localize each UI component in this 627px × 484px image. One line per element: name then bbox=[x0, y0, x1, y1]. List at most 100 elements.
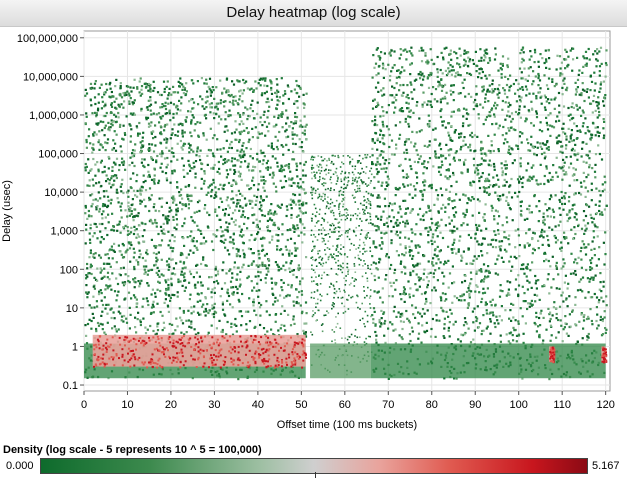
heatmap-cell bbox=[260, 204, 263, 207]
heatmap-cell bbox=[404, 117, 407, 121]
heatmap-cell bbox=[298, 199, 301, 202]
heatmap-cell bbox=[518, 95, 521, 98]
heatmap-cell bbox=[270, 146, 273, 149]
heatmap-cell bbox=[340, 244, 342, 246]
heatmap-cell bbox=[155, 252, 158, 256]
heatmap-cell bbox=[382, 156, 385, 159]
heatmap-cell bbox=[339, 226, 341, 229]
heatmap-cell bbox=[603, 310, 606, 313]
heatmap-cell bbox=[294, 142, 297, 146]
heatmap-cell bbox=[569, 216, 572, 219]
heatmap-cell bbox=[472, 101, 475, 104]
heatmap-cell bbox=[198, 209, 201, 213]
heatmap-cell bbox=[264, 264, 267, 267]
heatmap-cell bbox=[567, 114, 570, 117]
heatmap-cell bbox=[486, 90, 489, 93]
heatmap-cell bbox=[371, 140, 375, 143]
heatmap-cell bbox=[521, 88, 525, 91]
heatmap-cell bbox=[167, 284, 170, 287]
heatmap-cell bbox=[95, 112, 98, 115]
heatmap-cell bbox=[418, 285, 421, 288]
heatmap-cell bbox=[597, 101, 600, 104]
heatmap-cell bbox=[219, 226, 222, 229]
heatmap-cell bbox=[87, 158, 90, 161]
heatmap-cell bbox=[476, 228, 479, 231]
heatmap-cell bbox=[90, 327, 93, 330]
heatmap-cell bbox=[124, 251, 127, 254]
heatmap-cell bbox=[110, 102, 113, 105]
heatmap-cell bbox=[140, 88, 143, 91]
heatmap-cell bbox=[426, 77, 429, 80]
heatmap-cell bbox=[314, 236, 317, 238]
heatmap-cell bbox=[122, 226, 125, 229]
heatmap-cell bbox=[238, 209, 241, 212]
heatmap-cell bbox=[265, 273, 268, 276]
heatmap-cell bbox=[303, 332, 306, 335]
heatmap-cell bbox=[203, 114, 206, 117]
heatmap-cell bbox=[219, 99, 222, 102]
heatmap-cell bbox=[399, 163, 402, 166]
heatmap-cell bbox=[124, 209, 127, 212]
heatmap-cell bbox=[141, 235, 144, 238]
heatmap-cell bbox=[125, 115, 128, 118]
heatmap-cell bbox=[245, 80, 248, 83]
heatmap-cell bbox=[89, 251, 92, 255]
heatmap-cell bbox=[139, 202, 142, 205]
heatmap-cell bbox=[211, 313, 214, 316]
heatmap-cell bbox=[578, 69, 581, 72]
heatmap-cell bbox=[265, 300, 268, 303]
heatmap-cell bbox=[217, 102, 220, 105]
heatmap-cell bbox=[359, 172, 362, 174]
heatmap-cell bbox=[351, 194, 354, 197]
heatmap-cell bbox=[443, 323, 446, 326]
heatmap-cell bbox=[337, 226, 340, 228]
heatmap-cell bbox=[238, 234, 242, 237]
heatmap-cell bbox=[369, 207, 372, 209]
heatmap-cell bbox=[230, 140, 233, 144]
heatmap-cell bbox=[240, 130, 243, 133]
heatmap-cell bbox=[182, 262, 185, 265]
heatmap-cell bbox=[285, 109, 288, 112]
heatmap-cell bbox=[311, 177, 313, 180]
heatmap-cell bbox=[447, 315, 450, 318]
heatmap-cell bbox=[587, 47, 590, 51]
heatmap-cell bbox=[108, 285, 111, 288]
heatmap-cell bbox=[497, 148, 500, 151]
heatmap-cell bbox=[299, 87, 302, 90]
heatmap-cell bbox=[340, 178, 342, 180]
heatmap-cell bbox=[210, 195, 213, 198]
heatmap-cell bbox=[263, 254, 267, 257]
heatmap-cell bbox=[96, 305, 99, 308]
heatmap-cell bbox=[469, 149, 472, 152]
heatmap-cell bbox=[164, 298, 167, 301]
heatmap-cell bbox=[549, 317, 552, 321]
heatmap-cell bbox=[244, 204, 247, 207]
heatmap-cell bbox=[411, 304, 414, 307]
heatmap-cell bbox=[104, 216, 107, 219]
heatmap-cell bbox=[404, 140, 407, 144]
heatmap-cell bbox=[89, 169, 92, 172]
heatmap-cell bbox=[405, 173, 408, 176]
heatmap-cell bbox=[195, 246, 198, 249]
heatmap-cell bbox=[369, 307, 372, 309]
heatmap-cell bbox=[413, 88, 416, 91]
heatmap-cell bbox=[183, 333, 186, 336]
heatmap-cell bbox=[598, 204, 601, 207]
heatmap-cell bbox=[447, 216, 451, 219]
heatmap-cell bbox=[470, 290, 473, 293]
heatmap-cell bbox=[167, 263, 170, 266]
heatmap-cell bbox=[545, 258, 548, 261]
heatmap-cell bbox=[527, 74, 530, 77]
heatmap-cell bbox=[283, 309, 286, 312]
heatmap-cell bbox=[170, 151, 173, 154]
heatmap-cell bbox=[213, 117, 216, 120]
heatmap-cell bbox=[228, 222, 231, 225]
heatmap-cell bbox=[503, 89, 506, 92]
heatmap-cell bbox=[519, 307, 522, 310]
heatmap-cell bbox=[342, 198, 344, 200]
heatmap-cell bbox=[187, 110, 190, 113]
heatmap-cell bbox=[112, 95, 115, 98]
heatmap-cell bbox=[561, 202, 564, 206]
heatmap-cell bbox=[563, 326, 566, 329]
heatmap-cell bbox=[535, 315, 538, 319]
